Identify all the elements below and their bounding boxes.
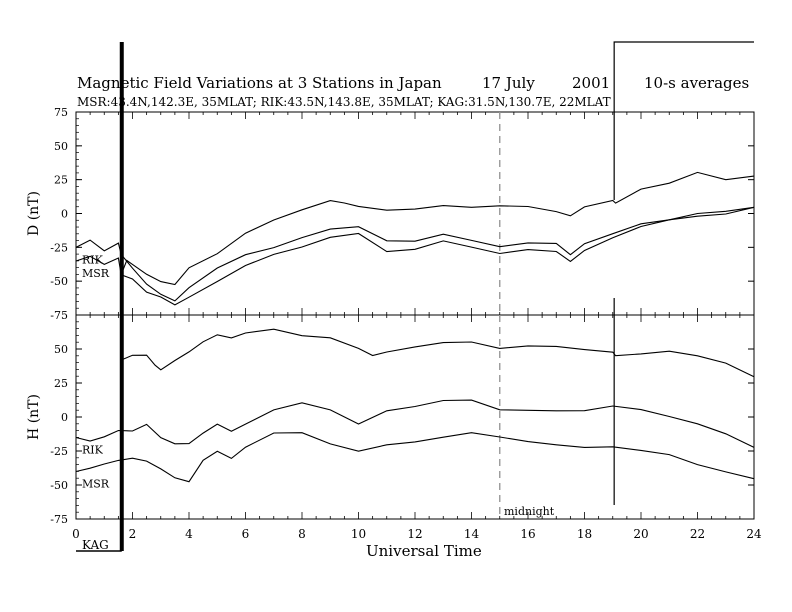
series-label-RIK-D: RIK xyxy=(82,253,104,266)
x-tick-label: 0 xyxy=(72,527,80,541)
y-tick-label-H: -50 xyxy=(50,479,68,492)
x-tick-label: 18 xyxy=(577,527,592,541)
x-tick-label: 14 xyxy=(464,527,480,541)
y-tick-label-D: -75 xyxy=(50,309,68,322)
x-tick-label: 8 xyxy=(298,527,306,541)
y-tick-label-H: -75 xyxy=(50,513,68,526)
y-tick-label-D: 25 xyxy=(54,174,68,187)
y-tick-label-H: 50 xyxy=(54,343,68,356)
y-tick-label-H: -25 xyxy=(50,445,68,458)
y-tick-label-D: 0 xyxy=(61,208,68,221)
x-tick-label: 10 xyxy=(351,527,366,541)
y-axis-label-D: D (nT) xyxy=(26,191,42,236)
chart-year: 2001 xyxy=(572,74,610,92)
x-tick-label: 24 xyxy=(746,527,762,541)
y-tick-label-H: 0 xyxy=(61,411,68,424)
series-label-MSR-D: MSR xyxy=(82,267,110,280)
x-tick-label: 22 xyxy=(690,527,705,541)
x-tick-label: 2 xyxy=(129,527,137,541)
kag-spike-d xyxy=(613,41,754,200)
chart-date: 17 July xyxy=(482,74,535,92)
panel-frame-D xyxy=(75,111,755,316)
y-tick-label-H: 25 xyxy=(54,377,68,390)
x-tick-label: 20 xyxy=(633,527,648,541)
series-label-RIK-H: RIK xyxy=(82,443,104,456)
chart-averaging: 10-s averages xyxy=(644,74,749,92)
y-tick-label-D: -50 xyxy=(50,275,68,288)
midnight-annotation: midnight xyxy=(504,505,555,518)
kag-annotation: KAG xyxy=(82,538,109,552)
x-tick-label: 6 xyxy=(242,527,250,541)
chart-title: Magnetic Field Variations at 3 Stations … xyxy=(77,74,442,92)
series-RIK-H xyxy=(75,399,755,448)
series-KAG-D xyxy=(120,171,755,286)
series-label-MSR-H: MSR xyxy=(82,477,110,490)
y-tick-label-D: -25 xyxy=(50,241,68,254)
x-tick-label: 4 xyxy=(185,527,193,541)
series-RIK-D xyxy=(75,206,755,302)
stations-line: MSR:43.4N,142.3E, 35MLAT; RIK:43.5N,143.… xyxy=(77,95,611,109)
x-tick-label: 16 xyxy=(520,527,535,541)
x-tick-label: 12 xyxy=(407,527,422,541)
x-axis-label: Universal Time xyxy=(366,542,482,560)
series-MSR-H xyxy=(75,432,755,483)
y-tick-label-D: 75 xyxy=(54,106,68,119)
y-tick-label-D: 50 xyxy=(54,140,68,153)
y-axis-label-H: H (nT) xyxy=(26,394,42,440)
series-KAG-H xyxy=(120,328,755,378)
panel-frame-H xyxy=(75,314,755,520)
series-MSR-D xyxy=(75,206,755,306)
